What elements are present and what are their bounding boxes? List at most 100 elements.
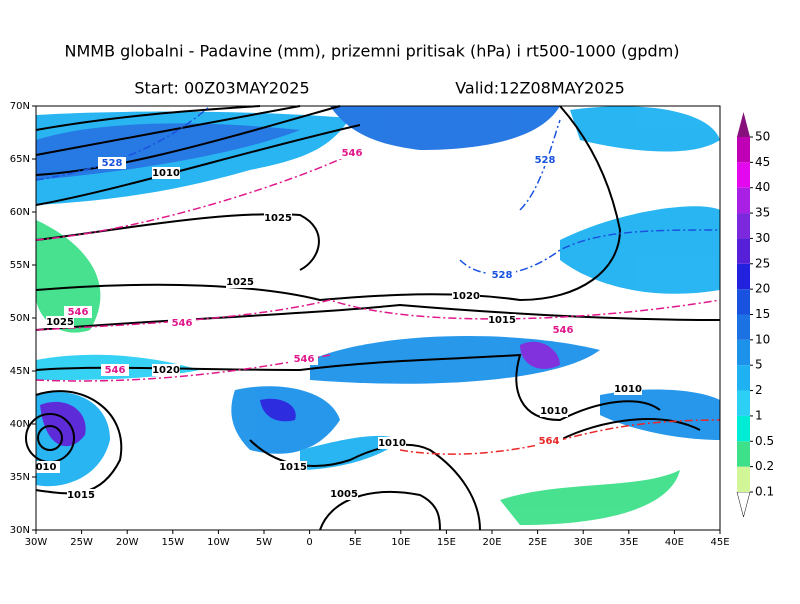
title: NMMB globalni - Padavine (mm), prizemni … bbox=[64, 42, 679, 61]
contour-label: 010 bbox=[36, 462, 57, 473]
label-bg bbox=[32, 461, 60, 473]
colorbar-segment bbox=[737, 289, 750, 315]
colorbar-label: 20 bbox=[755, 282, 770, 296]
label-bg bbox=[226, 276, 254, 288]
label-bg bbox=[535, 435, 563, 447]
lat-label: 55N bbox=[10, 260, 30, 271]
lat-label: 40N bbox=[10, 419, 30, 430]
contour-label: 546 bbox=[105, 365, 126, 376]
lon-label: 25W bbox=[70, 537, 93, 548]
label-bg bbox=[488, 269, 516, 281]
lon-label: 0 bbox=[306, 537, 312, 548]
colorbar-segment bbox=[737, 137, 750, 163]
label-bg bbox=[549, 324, 577, 336]
label-bg bbox=[452, 290, 480, 302]
contour-label: 528 bbox=[102, 158, 123, 169]
label-bg bbox=[378, 437, 406, 449]
contour-label: 1010 bbox=[540, 406, 568, 417]
contour-label: 1025 bbox=[264, 213, 292, 224]
contour-label: 1025 bbox=[226, 277, 254, 288]
colorbar-segment bbox=[737, 213, 750, 239]
lon-label: 10E bbox=[391, 537, 410, 548]
label-bg bbox=[488, 314, 516, 326]
lon-label: 25E bbox=[528, 537, 547, 548]
contour-label: 1020 bbox=[152, 365, 180, 376]
colorbar-label: 1 bbox=[755, 408, 763, 422]
label-bg bbox=[152, 167, 180, 179]
contour-label: 1015 bbox=[67, 490, 95, 501]
label-bg bbox=[540, 405, 568, 417]
lon-label: 30E bbox=[574, 537, 593, 548]
label-bg bbox=[168, 317, 196, 329]
colorbar-segment bbox=[737, 162, 750, 188]
colorbar-label: 0.1 bbox=[755, 485, 774, 499]
lon-label: 35E bbox=[619, 537, 638, 548]
label-bg bbox=[101, 364, 129, 376]
label-bg bbox=[264, 212, 292, 224]
colorbar-label: 25 bbox=[755, 256, 770, 270]
colorbar-segment bbox=[737, 238, 750, 264]
colorbar-segment bbox=[737, 390, 750, 416]
colorbar-arrow bbox=[737, 112, 750, 137]
contour-label: 1015 bbox=[279, 462, 307, 473]
contour-label: 1005 bbox=[330, 489, 358, 500]
label-bg bbox=[64, 306, 92, 318]
colorbar-segment bbox=[737, 187, 750, 214]
lon-label: 20W bbox=[116, 537, 139, 548]
label-bg bbox=[152, 364, 180, 376]
colorbar-label: 30 bbox=[755, 231, 770, 245]
lon-label: 15E bbox=[437, 537, 456, 548]
colorbar-label: 0.2 bbox=[755, 459, 774, 473]
colorbar-bottom bbox=[736, 491, 751, 518]
label-bg bbox=[46, 316, 74, 328]
label-bg bbox=[290, 353, 318, 365]
lat-label: 35N bbox=[10, 472, 30, 483]
axis-ticks: 30W 25W 20W 15W 10W 5W 0 5E 10E 15E 20E 25E 30E 35E 40… bbox=[10, 101, 730, 548]
contour-label: 546 bbox=[553, 325, 574, 336]
colorbar-segment bbox=[737, 314, 750, 340]
colorbar-segment bbox=[737, 441, 750, 467]
contour-label: 564 bbox=[539, 436, 560, 447]
lon-label: 45E bbox=[710, 537, 729, 548]
contour-label: 546 bbox=[172, 318, 193, 329]
colorbar-label: 40 bbox=[755, 180, 770, 194]
contour-label: 1025 bbox=[46, 317, 74, 328]
lon-label: 40E bbox=[665, 537, 684, 548]
contour-label: 546 bbox=[294, 354, 315, 365]
colorbar-label: 50 bbox=[755, 130, 770, 144]
contour-label: 1010 bbox=[614, 384, 642, 395]
colorbar-label: 0.5 bbox=[755, 434, 774, 448]
lon-label: 30W bbox=[25, 537, 48, 548]
contour-label: 528 bbox=[535, 155, 556, 166]
label-bg bbox=[67, 489, 95, 501]
valid-time: Valid:12Z08MAY2025 bbox=[455, 79, 625, 98]
start-time: Start: 00Z03MAY2025 bbox=[134, 79, 309, 98]
lon-label: 5W bbox=[256, 537, 272, 548]
lat-label: 45N bbox=[10, 366, 30, 377]
lat-label: 70N bbox=[10, 101, 30, 112]
contour-label: 1020 bbox=[452, 291, 480, 302]
lat-label: 30N bbox=[10, 525, 30, 536]
colorbar-segment bbox=[737, 339, 750, 366]
contour-label: 546 bbox=[68, 307, 89, 318]
colorbar-label: 2 bbox=[755, 383, 763, 397]
colorbar-label: 15 bbox=[755, 307, 770, 321]
colorbar-segment bbox=[737, 365, 750, 391]
lat-label: 60N bbox=[10, 207, 30, 218]
contour-label: 1010 bbox=[152, 168, 180, 179]
lon-label: 15W bbox=[161, 537, 184, 548]
label-bg bbox=[338, 147, 366, 159]
colorbar-label: 10 bbox=[755, 332, 770, 346]
contour-label: 546 bbox=[342, 148, 363, 159]
colorbar-label: 5 bbox=[755, 358, 763, 372]
label-bg bbox=[279, 461, 307, 473]
lon-label: 10W bbox=[207, 537, 230, 548]
colorbar-label: 35 bbox=[755, 206, 770, 220]
colorbar-label: 45 bbox=[755, 155, 770, 169]
colorbar-segment bbox=[737, 263, 750, 290]
label-bg bbox=[614, 383, 642, 395]
